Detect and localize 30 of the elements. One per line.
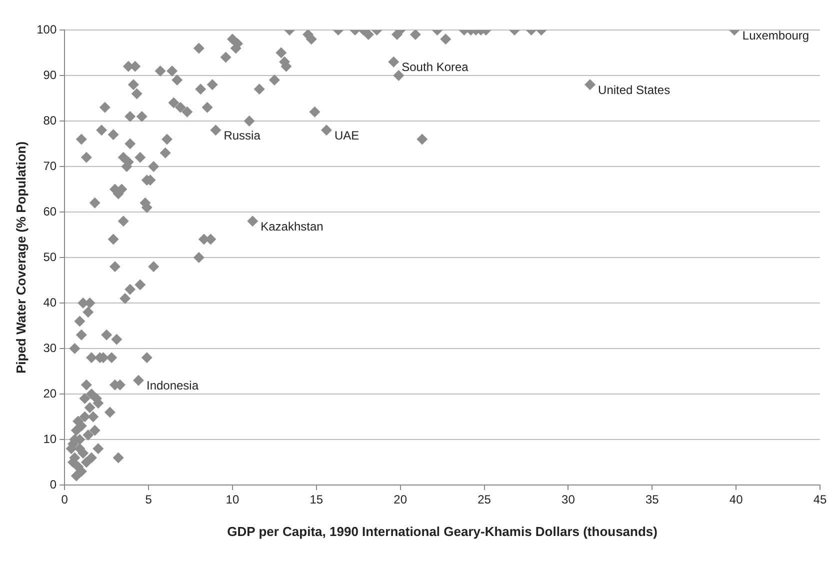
x-tick-label: 5 xyxy=(145,492,152,507)
y-tick-label: 0 xyxy=(50,477,57,492)
x-tick-label: 20 xyxy=(394,492,408,507)
y-tick-label: 50 xyxy=(43,250,57,264)
annotation: Luxembourg xyxy=(742,28,810,42)
annotation: Kazakhstan xyxy=(260,219,324,234)
annotation: Russia xyxy=(224,128,261,142)
annotation: UAE xyxy=(334,128,360,142)
y-tick-label: 40 xyxy=(43,295,57,310)
y-tick-label: 100 xyxy=(36,22,57,36)
y-tick-label: 30 xyxy=(43,340,57,355)
x-tick-label: 0 xyxy=(61,492,68,507)
x-tick-label: 45 xyxy=(813,492,827,507)
annotation: Indonesia xyxy=(146,378,199,393)
x-tick-label: 30 xyxy=(562,492,576,507)
y-tick-label: 20 xyxy=(43,386,57,400)
y-tick-label: 10 xyxy=(43,432,57,446)
x-tick-label: 40 xyxy=(729,492,744,507)
x-tick-label: 35 xyxy=(645,492,660,507)
annotation: United States xyxy=(598,82,670,97)
y-tick-label: 80 xyxy=(43,113,57,128)
y-tick-label: 60 xyxy=(43,204,57,218)
annotation: South Korea xyxy=(402,60,469,74)
x-axis-title: GDP per Capita, 1990 International Geary-Khamis Dollars (thousands) xyxy=(227,524,658,539)
y-tick-label: 90 xyxy=(43,68,57,82)
x-tick-label: 10 xyxy=(226,492,240,507)
y-tick-label: 70 xyxy=(43,158,57,173)
x-tick-label: 25 xyxy=(478,492,492,507)
x-tick-label: 15 xyxy=(310,492,324,507)
y-axis-title: Piped Water Coverage (% Population) xyxy=(13,141,28,374)
